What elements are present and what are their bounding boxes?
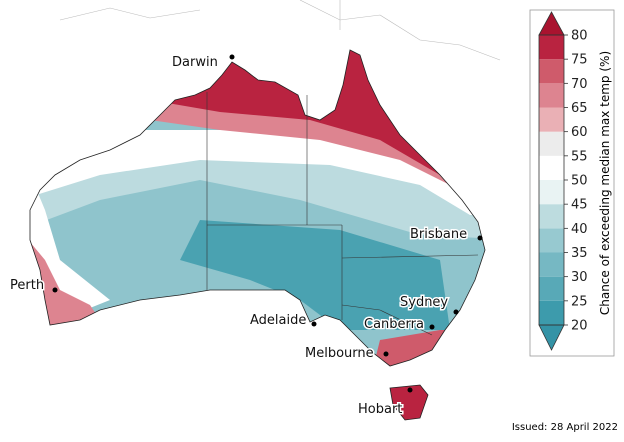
colorbar-band <box>539 59 564 84</box>
colorbar-band <box>539 300 564 325</box>
colorbar-tick-label: 25 <box>571 294 588 309</box>
colorbar-tick-label: 75 <box>571 53 588 68</box>
city-label: Sydney <box>400 295 448 310</box>
city-label: Canberra <box>364 317 424 332</box>
colorbar-tick-label: 45 <box>571 198 588 213</box>
forecast-fill <box>30 50 485 366</box>
city-label: Hobart <box>358 402 402 417</box>
tasmania <box>389 384 429 421</box>
colorbar-tick-label: 80 <box>571 29 588 44</box>
colorbar-tick-label: 30 <box>571 270 588 285</box>
city-label: Adelaide <box>250 313 306 328</box>
colorbar-band <box>539 252 564 277</box>
colorbar-tick-label: 55 <box>571 149 588 164</box>
colorbar-band <box>539 228 564 253</box>
legend-title: Chance of exceeding median max temp (%) <box>598 51 612 315</box>
city-label: Darwin <box>172 55 218 70</box>
colorbar-band <box>539 155 564 180</box>
state-borders <box>206 92 479 336</box>
colorbar-band <box>539 204 564 229</box>
coastline <box>29 49 486 367</box>
city-dot <box>407 387 413 393</box>
city-dot <box>477 235 483 241</box>
city-dot <box>453 309 459 315</box>
colorbar-tick-label: 20 <box>571 319 588 334</box>
colorbar-tick-label: 40 <box>571 222 588 237</box>
city-dot <box>52 287 58 293</box>
colorbar-tick-label: 35 <box>571 246 588 261</box>
colorbar-band <box>539 180 564 205</box>
neighbour-coast <box>59 0 501 61</box>
colorbar-band <box>539 83 564 108</box>
colorbar-band <box>539 35 564 60</box>
colorbar-band <box>539 276 564 301</box>
issued-date: Issued: 28 April 2022 <box>512 422 618 433</box>
city-dot <box>383 351 389 357</box>
colorbar-tick-label: 60 <box>571 125 588 140</box>
colorbar-tick-label: 70 <box>571 77 588 92</box>
city-label: Brisbane <box>410 227 467 242</box>
city-dot <box>429 324 435 330</box>
city-dot <box>229 54 235 60</box>
colorbar-band <box>539 131 564 156</box>
colorbar-band <box>539 107 564 132</box>
city-label: Melbourne <box>305 346 374 361</box>
city-label: Perth <box>10 278 44 293</box>
colorbar-tick-label: 65 <box>571 101 588 116</box>
city-dot <box>311 321 317 327</box>
colorbar-tick-label: 50 <box>571 174 588 189</box>
